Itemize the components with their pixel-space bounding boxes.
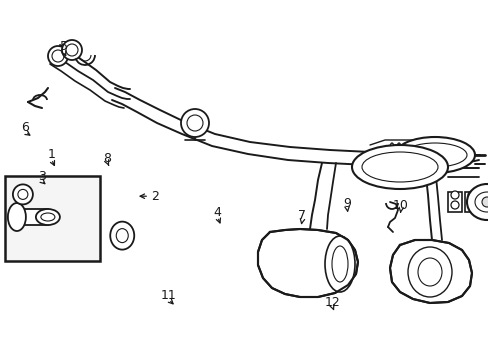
Circle shape (18, 189, 28, 199)
Bar (13, 209, 48, 225)
Bar (464, 192, 478, 212)
Ellipse shape (361, 152, 437, 182)
Circle shape (13, 184, 33, 204)
Text: 3: 3 (38, 170, 45, 183)
Ellipse shape (402, 143, 466, 167)
Text: 12: 12 (324, 296, 340, 309)
Circle shape (52, 50, 64, 62)
Text: 11: 11 (161, 289, 176, 302)
Ellipse shape (430, 143, 436, 163)
Ellipse shape (417, 258, 441, 286)
Ellipse shape (110, 222, 134, 249)
Text: 4: 4 (213, 206, 221, 219)
Ellipse shape (423, 143, 429, 163)
Circle shape (181, 109, 208, 137)
Circle shape (450, 191, 458, 199)
Circle shape (450, 201, 458, 209)
Ellipse shape (466, 184, 488, 220)
Ellipse shape (41, 213, 55, 221)
Ellipse shape (474, 192, 488, 212)
Circle shape (66, 44, 78, 56)
Ellipse shape (331, 246, 347, 282)
Circle shape (186, 115, 203, 131)
Bar (447, 192, 461, 212)
Ellipse shape (407, 247, 451, 297)
Text: 9: 9 (343, 197, 350, 210)
Text: 6: 6 (21, 121, 29, 134)
Ellipse shape (325, 236, 354, 292)
Polygon shape (389, 240, 471, 303)
Ellipse shape (402, 143, 408, 163)
Text: 5: 5 (60, 40, 67, 53)
Text: 2: 2 (151, 190, 159, 203)
Text: 10: 10 (392, 199, 408, 212)
Polygon shape (258, 229, 357, 297)
Ellipse shape (8, 203, 26, 231)
Text: 8: 8 (103, 152, 111, 165)
Text: 7: 7 (298, 210, 305, 222)
Ellipse shape (409, 143, 415, 163)
Bar (5, 176, 100, 261)
Ellipse shape (394, 137, 474, 173)
Text: 1: 1 (47, 148, 55, 161)
Ellipse shape (116, 229, 128, 243)
Ellipse shape (36, 209, 60, 225)
Circle shape (467, 201, 475, 209)
Ellipse shape (388, 143, 394, 163)
Ellipse shape (395, 143, 401, 163)
Ellipse shape (416, 143, 422, 163)
Circle shape (48, 46, 68, 66)
Circle shape (467, 191, 475, 199)
Ellipse shape (351, 145, 447, 189)
Circle shape (62, 40, 82, 60)
Circle shape (481, 197, 488, 207)
